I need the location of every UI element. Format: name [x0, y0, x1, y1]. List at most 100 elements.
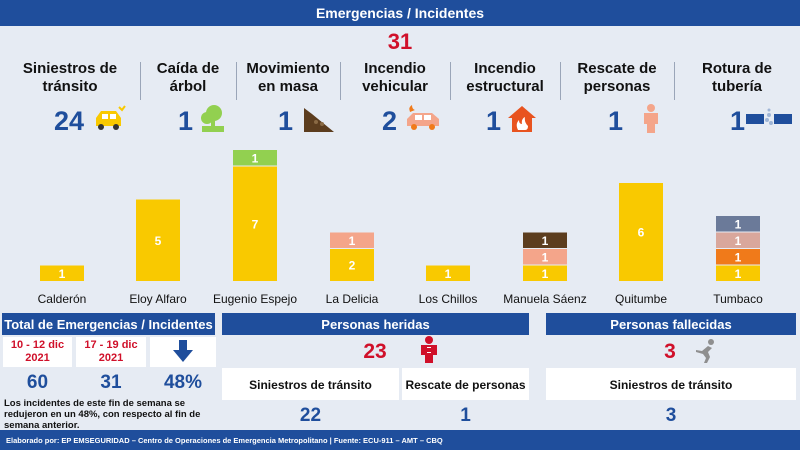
bar-value-label: 2 — [349, 259, 356, 273]
category-label: Movimiento — [246, 60, 330, 77]
bar-segment — [716, 216, 760, 232]
injured-label-rescue: Rescate de personas — [405, 378, 526, 392]
bar-value-label: 1 — [542, 267, 549, 281]
category-count: 1 — [278, 106, 294, 136]
category-label: Siniestros de — [22, 60, 118, 77]
injured-value-traffic: 22 — [299, 405, 322, 426]
category-tick-label: Calderón — [38, 292, 87, 306]
bar-value-label: 1 — [349, 234, 356, 248]
deaths-value-traffic: 3 — [665, 405, 677, 426]
bar-segment — [523, 249, 567, 265]
category-tick-label: Eugenio Espejo — [213, 292, 297, 306]
car-fire-icon — [407, 105, 439, 130]
category-count: 2 — [382, 106, 398, 136]
category-count: 1 — [486, 106, 502, 136]
house-fire-icon — [508, 106, 536, 132]
category-tick-label: Manuela Sáenz — [503, 292, 586, 306]
category-count: 1 — [730, 106, 746, 136]
landslide-icon — [304, 108, 334, 132]
bar-segment — [619, 183, 663, 281]
header-title: Emergencias / Incidentes — [315, 5, 485, 21]
reduction-note: Los incidentes de este fin de semana se r… — [4, 398, 201, 431]
bar-value-label: 1 — [59, 267, 66, 281]
category-row: Siniestros de tránsito 24 Caída de árbol 1… — [0, 58, 800, 138]
category-label: Rescate de — [577, 60, 657, 77]
bar-value-label: 1 — [252, 151, 259, 165]
bar-value-label: 1 — [735, 267, 742, 281]
category-label: Caída de — [156, 60, 220, 77]
period-a-box — [3, 337, 72, 367]
category-fallen-tree: Caída de árbol 1 — [140, 58, 236, 138]
period-a-value: 60 — [26, 372, 49, 393]
deaths-total: 3 — [664, 340, 676, 363]
bar-segment — [426, 265, 470, 281]
period-b-box — [76, 337, 146, 367]
injured-panel-title: Personas heridas — [222, 313, 529, 335]
bar-segment — [716, 249, 760, 265]
bar-value-label: 1 — [735, 217, 742, 231]
bar-segment — [40, 265, 84, 281]
category-label: Incendio — [364, 60, 426, 77]
category-tick-label: Tumbaco — [713, 292, 763, 306]
injured-person-icon — [421, 336, 437, 363]
injured-breakdown-box — [402, 368, 529, 400]
header-bar: Emergencias / Incidentes — [0, 0, 800, 26]
category-count: 1 — [608, 106, 624, 136]
totals-panel-title-text: Total de Emergencias / Incidentes — [4, 316, 213, 332]
injured-value-rescue: 1 — [460, 405, 471, 426]
fallen-person-icon — [696, 339, 714, 363]
footer-bar: Elaborado por: EP EMSEGURIDAD – Centro d… — [0, 430, 800, 450]
injured-total: 23 — [363, 340, 387, 363]
deaths-label-traffic: Siniestros de tránsito — [609, 378, 733, 392]
category-label: Incendio — [474, 60, 536, 77]
bar-segment — [136, 199, 180, 281]
category-tick-label: La Delicia — [326, 292, 379, 306]
arrow-down-icon — [173, 340, 193, 362]
category-label: personas — [583, 78, 651, 95]
bar-value-label: 6 — [638, 226, 645, 240]
total-count: 31 — [387, 29, 413, 54]
category-landslide: Movimiento en masa 1 — [236, 58, 340, 138]
deaths-panel-title-text: Personas fallecidas — [610, 316, 732, 332]
bar-segment — [233, 150, 277, 166]
district-bar-chart: 1 Calderón 5 Eloy Alfaro 7 1 Eugenio Espejo 2 1 L… — [38, 150, 763, 306]
deaths-breakdown-box — [546, 368, 796, 400]
category-count: 24 — [54, 106, 85, 136]
category-person-rescue: Rescate de personas 1 — [560, 58, 674, 138]
bar-segment — [523, 265, 567, 281]
bar-segment — [523, 232, 567, 248]
category-label: vehicular — [362, 78, 428, 95]
category-label: Rotura de — [701, 60, 772, 77]
category-label: estructural — [466, 78, 544, 95]
bar-segment — [233, 166, 277, 281]
category-tick-label: Quitumbe — [615, 292, 667, 306]
category-label: tránsito — [42, 78, 98, 95]
category-label: tubería — [711, 78, 762, 95]
category-label: árbol — [169, 78, 207, 95]
footer-credit: Elaborado por: EP EMSEGURIDAD – Centro d… — [6, 435, 443, 445]
injured-breakdown-box — [222, 368, 399, 400]
bar-value-label: 1 — [542, 234, 549, 248]
injured-label-traffic: Siniestros de tránsito — [249, 378, 372, 392]
bar-segment — [330, 249, 374, 281]
period-b-label: 17 - 19 dic 2021 — [84, 339, 138, 364]
category-tick-label: Eloy Alfaro — [129, 292, 187, 306]
bar-value-label: 1 — [735, 234, 742, 248]
bar-segment — [716, 265, 760, 281]
period-b-value: 31 — [100, 372, 122, 393]
change-percent: 48% — [163, 372, 203, 393]
totals-panel-title: Total de Emergencias / Incidentes — [2, 313, 215, 335]
bar-value-label: 1 — [445, 267, 452, 281]
bar-value-label: 1 — [735, 250, 742, 264]
deaths-panel-title: Personas fallecidas — [546, 313, 796, 335]
rescue-person-icon — [644, 104, 658, 133]
bar-value-label: 7 — [252, 217, 259, 231]
category-tick-label: Los Chillos — [419, 292, 478, 306]
category-label: en masa — [257, 78, 319, 95]
car-crash-icon — [96, 105, 126, 130]
category-broken-pipe: Rotura de tubería 1 — [674, 58, 800, 138]
category-structure-fire: Incendio estructural 1 — [450, 58, 560, 138]
bar-segment — [330, 232, 374, 248]
bar-segment — [716, 232, 760, 248]
